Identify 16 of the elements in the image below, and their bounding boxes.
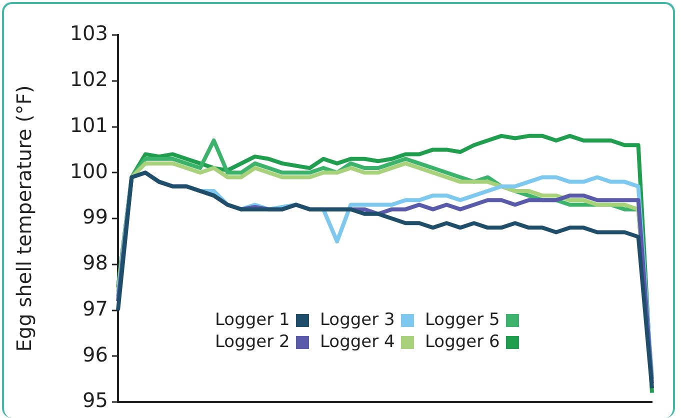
y-tick-label: 103	[70, 21, 108, 46]
y-tick-label: 99	[82, 204, 108, 229]
legend-label: Logger 4	[320, 332, 395, 352]
legend-label: Logger 6	[425, 332, 500, 352]
y-axis-title: Egg shell temperature (°F)	[12, 85, 36, 352]
y-tick-label: 96	[82, 342, 108, 366]
y-tick-label: 102	[70, 67, 108, 92]
legend-label: Logger 5	[425, 310, 500, 330]
legend-label: Logger 3	[320, 310, 395, 330]
y-tick-label: 98	[82, 250, 108, 275]
legend-label: Logger 1	[215, 310, 290, 330]
y-tick-label: 101	[70, 112, 108, 137]
legend-label: Logger 2	[215, 332, 290, 352]
y-tick-label: 97	[82, 296, 108, 320]
y-tick-label: 95	[82, 388, 108, 412]
y-tick-label: 100	[70, 158, 108, 183]
